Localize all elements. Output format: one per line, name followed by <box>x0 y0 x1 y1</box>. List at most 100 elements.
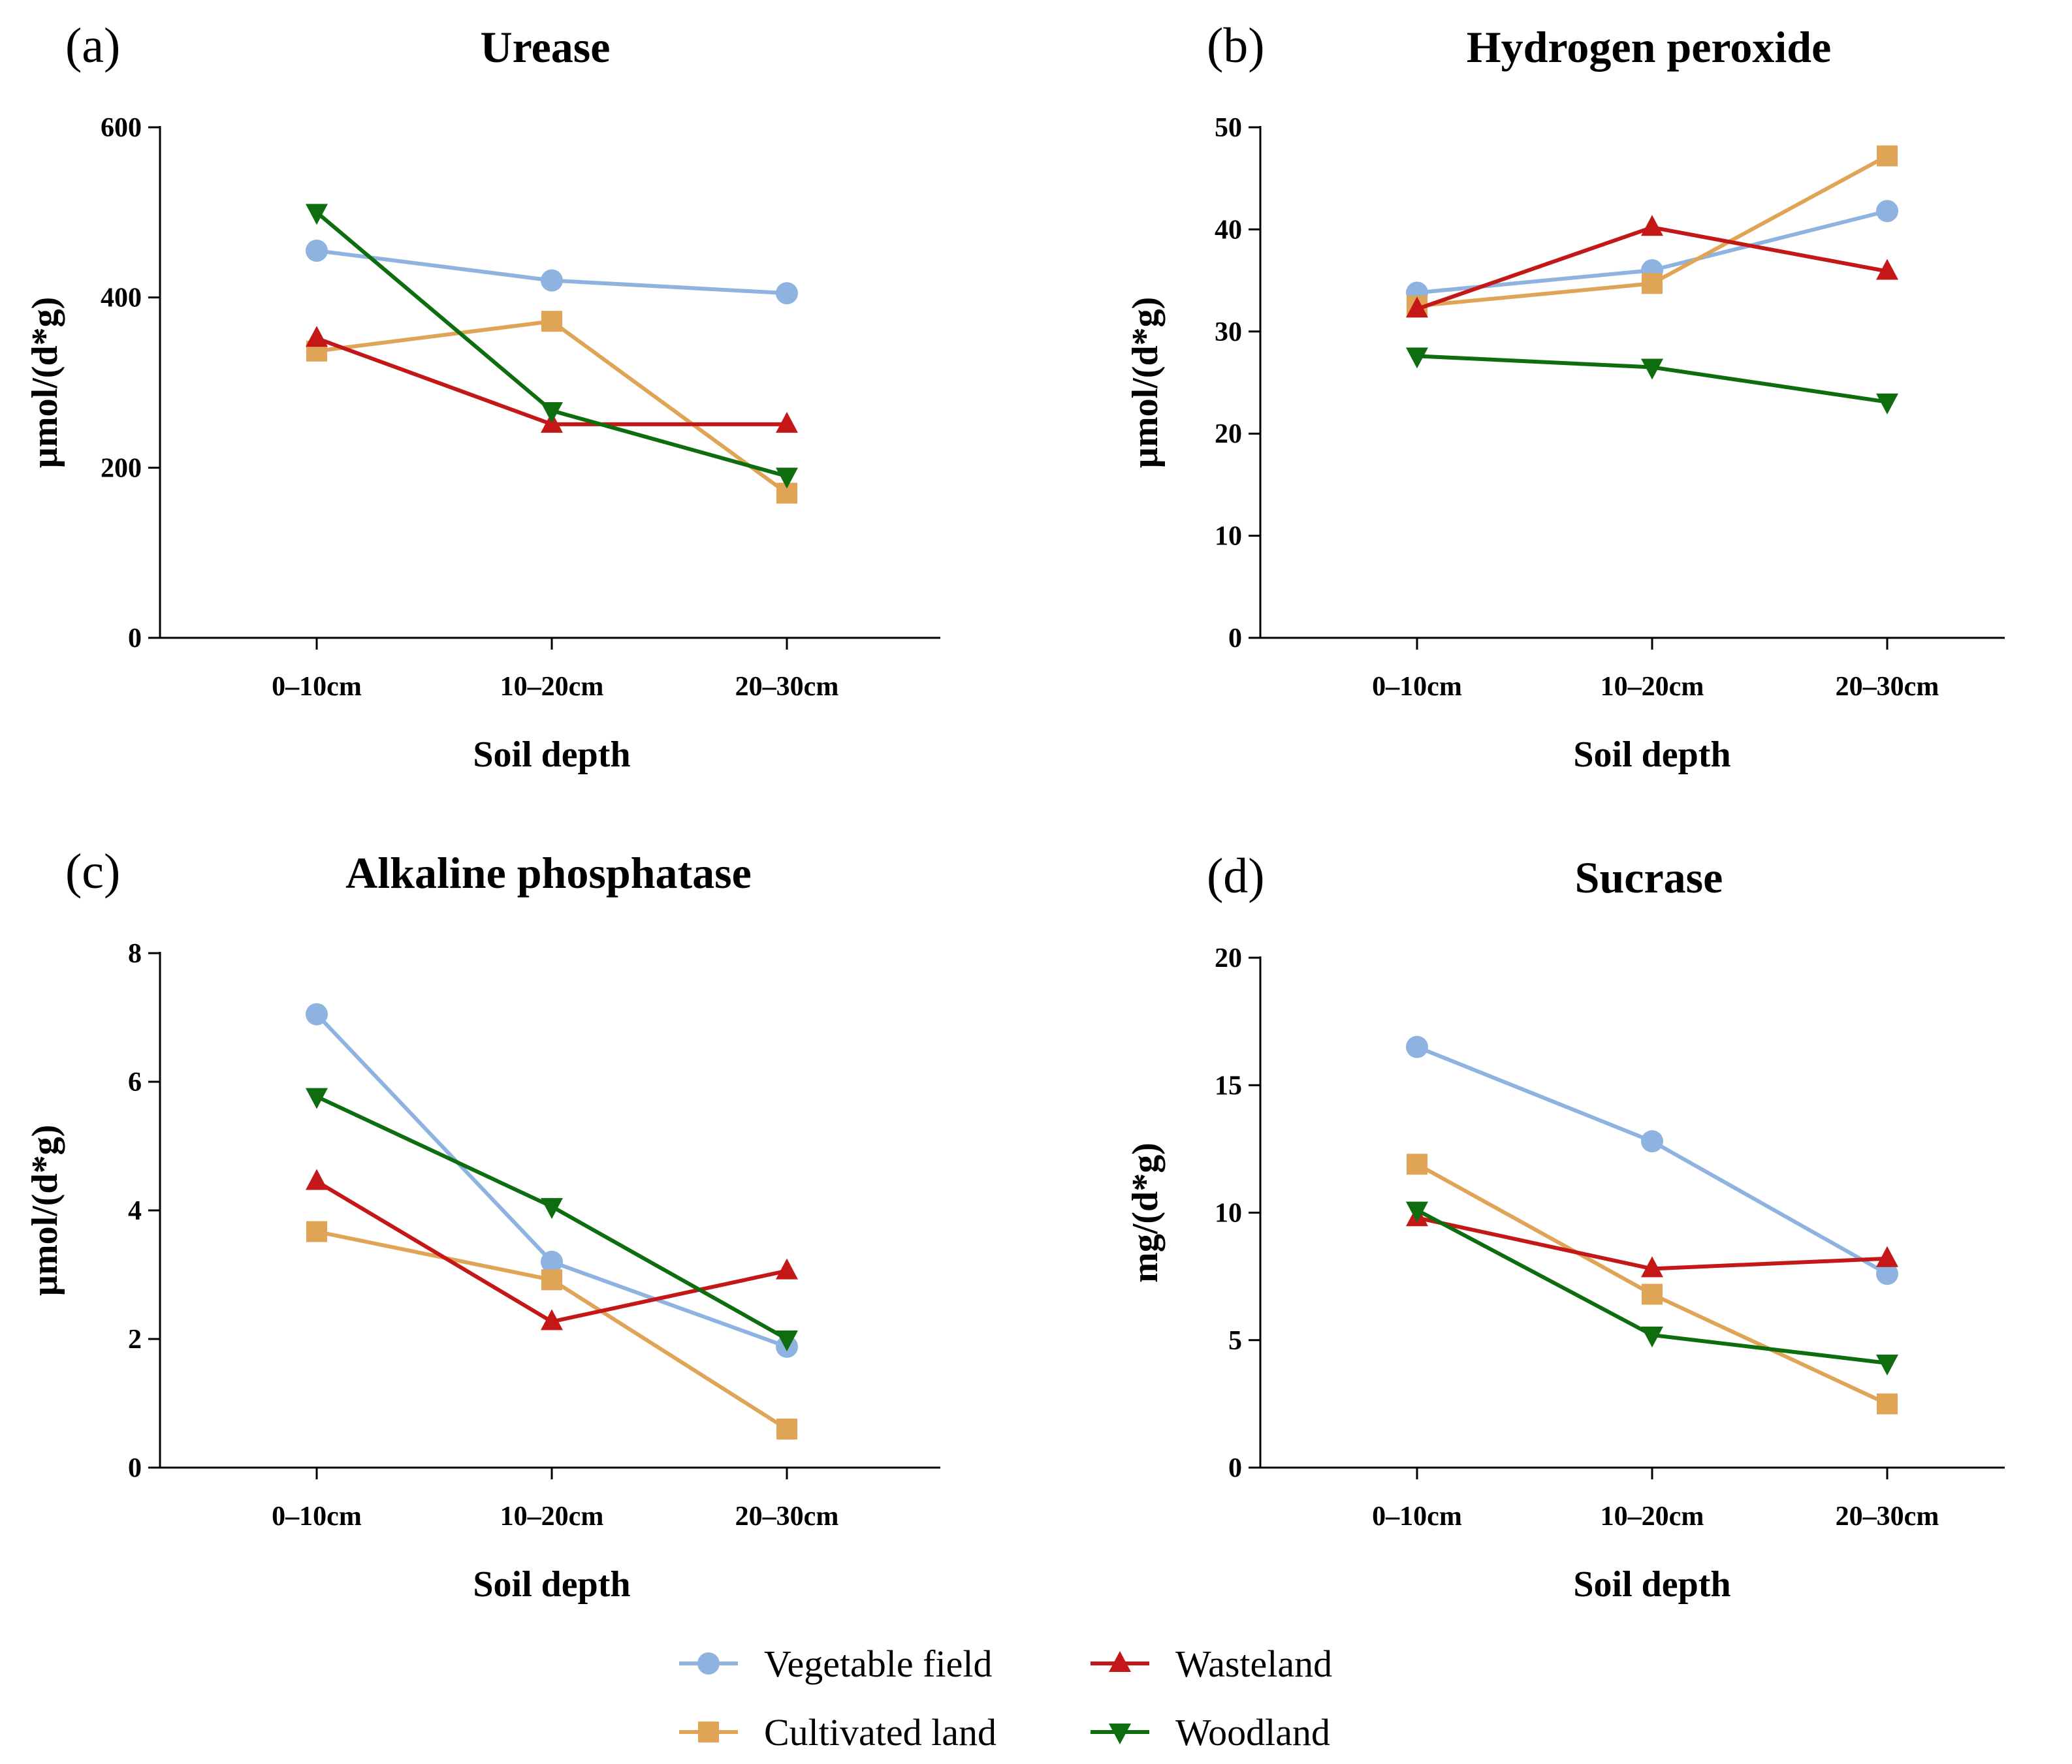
series-vegetable-field <box>1406 1035 1898 1285</box>
series-woodland <box>1406 1201 1898 1376</box>
data-point-cultivated-land <box>1642 273 1663 294</box>
data-point-woodland <box>1641 1326 1663 1347</box>
panel-label: (a) <box>65 18 120 73</box>
data-point-woodland <box>776 1331 798 1351</box>
y-tick-label: 0 <box>1228 623 1242 654</box>
chart-title: Sucrase <box>1575 853 1723 902</box>
panel-label: (b) <box>1207 18 1265 73</box>
series-line-vegetable-field <box>315 1013 788 1349</box>
series-wasteland <box>1406 1205 1898 1278</box>
data-point-woodland <box>1876 1354 1898 1376</box>
data-point-vegetable-field <box>306 1003 328 1026</box>
data-point-vegetable-field <box>776 282 798 305</box>
legend-item-woodland: Woodland <box>1091 1711 1330 1754</box>
panel-b: (b) Hydrogen peroxide 0 10 20 30 40 50 0–10cm 10–… <box>1125 18 2005 775</box>
data-point-wasteland <box>776 411 798 433</box>
data-point-cultivated-land <box>541 311 562 332</box>
data-point-cultivated-land <box>776 1418 797 1440</box>
x-tick-label: 10–20cm <box>1601 1502 1704 1532</box>
y-tick-label: 20 <box>1215 419 1242 449</box>
y-tick-label: 40 <box>1215 215 1242 245</box>
data-point-wasteland <box>1641 1256 1663 1278</box>
legend-label: Cultivated land <box>764 1711 996 1754</box>
legend-item-vegetable-field: Vegetable field <box>679 1643 992 1685</box>
series-wasteland <box>306 1169 798 1331</box>
data-point-vegetable-field <box>1406 1035 1428 1058</box>
data-point-vegetable-field <box>1641 1130 1663 1153</box>
x-tick-label: 0–10cm <box>272 672 362 702</box>
series-wasteland <box>1406 215 1898 318</box>
x-axis-label: Soil depth <box>473 734 630 775</box>
y-tick-label: 8 <box>128 939 142 969</box>
panel-d: (d) Sucrase 0 5 10 15 20 0–10cm 10–20cm 20–30cm So… <box>1125 849 2005 1605</box>
legend-item-cultivated-land: Cultivated land <box>679 1711 996 1754</box>
data-point-woodland <box>306 1088 328 1109</box>
x-tick-label: 10–20cm <box>500 672 604 702</box>
y-tick-label: 400 <box>101 283 142 313</box>
x-axis-label: Soil depth <box>473 1564 630 1605</box>
data-point-woodland <box>306 204 328 225</box>
data-point-vegetable-field <box>541 1250 563 1273</box>
x-tick-label: 20–30cm <box>735 1502 839 1532</box>
data-point-wasteland <box>1876 1246 1898 1267</box>
series-cultivated-land <box>306 1221 797 1440</box>
series-vegetable-field <box>306 239 798 305</box>
data-point-woodland <box>541 402 563 424</box>
y-tick-label: 600 <box>101 113 142 143</box>
y-tick-label: 5 <box>1228 1326 1242 1356</box>
series-woodland <box>1406 347 1898 415</box>
data-point-wasteland <box>1641 215 1663 236</box>
legend: Vegetable field Cultivated land Wasteland W… <box>679 1643 1332 1754</box>
data-point-vegetable-field <box>1876 200 1898 223</box>
data-point-wasteland <box>1406 296 1428 318</box>
y-tick-label: 50 <box>1215 113 1242 143</box>
data-point-woodland <box>1406 347 1428 369</box>
series-woodland <box>306 1088 798 1351</box>
data-point-cultivated-land <box>1407 1154 1427 1175</box>
y-tick-label: 0 <box>128 623 142 654</box>
legend-item-wasteland: Wasteland <box>1091 1643 1332 1685</box>
data-point-vegetable-field <box>541 269 563 292</box>
x-tick-label: 20–30cm <box>735 672 839 702</box>
data-point-wasteland <box>776 1258 798 1280</box>
data-point-woodland <box>541 1198 563 1220</box>
data-point-cultivated-land <box>541 1269 562 1291</box>
chart-title: Hydrogen peroxide <box>1467 22 1832 72</box>
x-tick-label: 20–30cm <box>1836 1502 1939 1532</box>
x-tick-label: 20–30cm <box>1836 672 1939 702</box>
y-tick-label: 30 <box>1215 317 1242 347</box>
x-axis-label: Soil depth <box>1573 734 1730 775</box>
data-point-cultivated-land <box>1642 1284 1663 1305</box>
y-tick-label: 10 <box>1215 522 1242 552</box>
series-vegetable-field <box>306 1003 798 1358</box>
y-tick-label: 0 <box>1228 1453 1242 1483</box>
panel-c: (c) Alkaline phosphatase 0 2 4 6 8 0–10cm 10–20c… <box>25 844 940 1605</box>
x-tick-label: 0–10cm <box>1372 1502 1462 1532</box>
legend-label: Woodland <box>1175 1711 1330 1754</box>
legend-marker-triangle-up <box>1109 1651 1131 1672</box>
legend-marker-square <box>698 1722 719 1742</box>
x-tick-label: 0–10cm <box>1372 672 1462 702</box>
y-tick-label: 2 <box>128 1325 142 1355</box>
chart-title: Urease <box>481 22 611 72</box>
data-point-cultivated-land <box>1877 145 1898 166</box>
legend-label: Wasteland <box>1175 1643 1332 1685</box>
data-point-wasteland <box>306 1169 328 1190</box>
data-point-woodland <box>1876 393 1898 415</box>
data-point-cultivated-land <box>306 1221 327 1242</box>
data-point-woodland <box>1641 358 1663 380</box>
series-line-vegetable-field <box>1416 1045 1889 1276</box>
x-tick-label: 0–10cm <box>272 1502 362 1532</box>
y-axis-label: mg/(d*g) <box>1125 1142 1166 1283</box>
data-point-wasteland <box>541 1309 563 1331</box>
x-tick-label: 10–20cm <box>500 1502 604 1532</box>
y-tick-label: 15 <box>1215 1071 1242 1101</box>
data-point-woodland <box>1406 1201 1428 1223</box>
y-tick-label: 10 <box>1215 1199 1242 1229</box>
data-point-vegetable-field <box>1876 1263 1898 1285</box>
series-line-woodland <box>315 211 788 479</box>
data-point-wasteland <box>306 326 328 347</box>
series-wasteland <box>306 326 798 433</box>
